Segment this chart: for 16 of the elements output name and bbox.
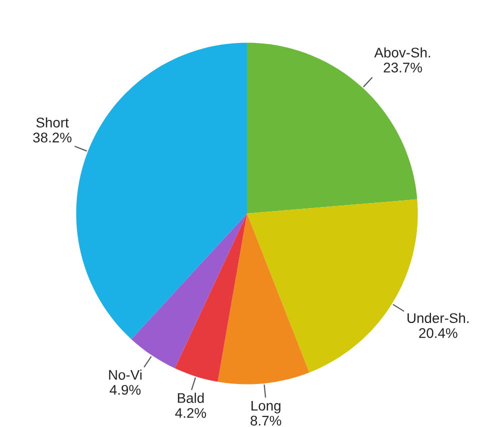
data-label: 23.7% <box>384 62 422 72</box>
data-label: 4.2% <box>175 408 206 418</box>
pie-slice <box>76 42 247 340</box>
slice-label: Bald <box>178 392 204 403</box>
slice-label: Under-Sh. <box>408 312 469 324</box>
pie-slice <box>174 214 247 382</box>
data-label: 20.4% <box>419 328 458 338</box>
slice-label: Short <box>36 117 69 128</box>
data-label: 8.7% <box>250 416 282 426</box>
data-label: 38.2% <box>33 132 72 142</box>
slice-label: Abov-Sh. <box>374 47 430 58</box>
pie-slice <box>218 214 310 384</box>
pie-slice <box>131 214 247 368</box>
slice-label: Long <box>252 400 280 414</box>
slice-label: No-Vi <box>109 370 142 380</box>
data-label: 4.9% <box>110 384 141 395</box>
